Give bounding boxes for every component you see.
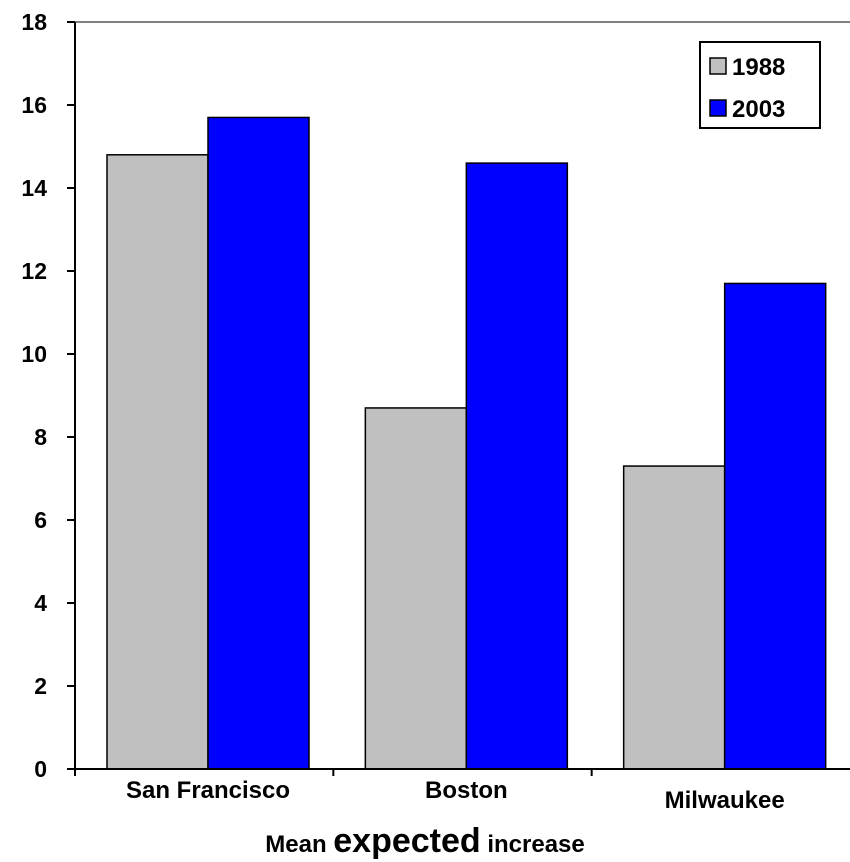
y-tick-label: 16 — [21, 92, 47, 118]
x-axis-title-emphasis: expected — [333, 822, 480, 860]
y-tick-label: 4 — [34, 590, 47, 616]
x-category-label: San Francisco — [126, 777, 290, 804]
bar-1988-milwaukee — [622, 465, 726, 770]
y-tick-label: 6 — [34, 507, 47, 533]
legend-swatch-2003 — [709, 99, 727, 117]
legend-swatch-1988 — [709, 57, 727, 75]
y-tick-label: 2 — [34, 673, 47, 699]
legend: 1988 2003 — [699, 41, 821, 129]
bar-2003-boston — [465, 162, 569, 770]
x-category-label: Milwaukee — [665, 787, 785, 814]
x-axis: San Francisco Boston Milwaukee — [74, 768, 850, 814]
legend-label-1988: 1988 — [732, 54, 785, 81]
y-tick-label: 10 — [21, 341, 47, 367]
y-tick-label: 12 — [21, 258, 47, 284]
bar-1988-san-francisco — [106, 154, 209, 770]
bar-2003-san-francisco — [207, 116, 310, 770]
y-tick-label: 0 — [34, 756, 47, 782]
x-axis-title-post: increase — [481, 831, 585, 858]
y-axis: 0 2 4 6 8 10 12 14 16 18 — [21, 9, 850, 782]
y-tick-label: 14 — [21, 175, 47, 201]
bar-2003-milwaukee — [723, 282, 827, 770]
y-tick-label: 18 — [21, 9, 47, 35]
x-axis-title: Mean expected increase — [265, 822, 585, 860]
bar-1988-boston — [364, 407, 468, 770]
y-tick-label: 8 — [34, 424, 47, 450]
x-category-label: Boston — [425, 777, 508, 804]
plot-area — [106, 116, 827, 770]
legend-label-2003: 2003 — [732, 96, 785, 123]
x-axis-title-pre: Mean — [265, 831, 333, 858]
